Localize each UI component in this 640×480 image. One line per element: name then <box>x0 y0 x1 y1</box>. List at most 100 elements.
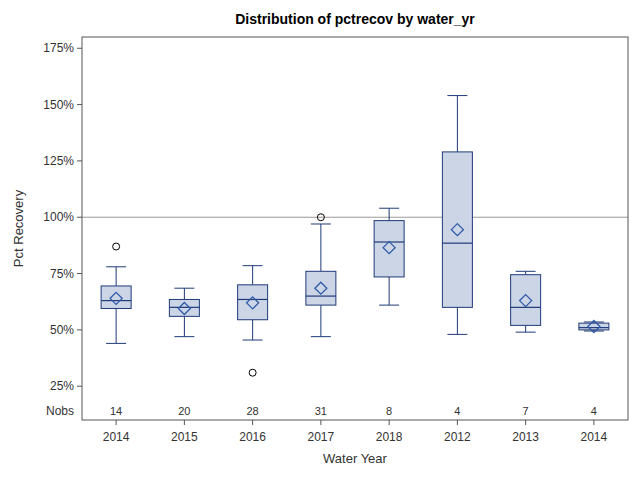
y-tick-label: 125% <box>43 154 74 168</box>
mean <box>178 302 190 314</box>
y-tick-label: 150% <box>43 98 74 112</box>
nobs-value: 4 <box>454 405 460 417</box>
upper-whisker <box>457 96 458 152</box>
title: Distribution of pctrecov by water_yr <box>235 11 475 27</box>
x-tick-label: 2016 <box>239 430 266 444</box>
lower-whisker <box>389 277 390 305</box>
mean <box>110 292 122 304</box>
max-cap <box>174 288 194 289</box>
min-cap <box>516 332 536 333</box>
box-group <box>306 214 336 337</box>
x-tick-label: 2015 <box>171 430 198 444</box>
upper-whisker <box>525 271 526 274</box>
lower-whisker <box>525 325 526 332</box>
mean <box>247 297 259 309</box>
upper-whisker <box>389 208 390 220</box>
x-tick <box>593 420 594 425</box>
nobs-value: 8 <box>386 405 392 417</box>
nobs-value: 28 <box>247 405 259 417</box>
box <box>511 275 541 326</box>
mean <box>520 295 532 307</box>
reference-lines <box>82 217 628 218</box>
min-cap <box>379 305 399 306</box>
x-tick <box>184 420 185 425</box>
y-tick-label: 175% <box>43 41 74 55</box>
y-axis-label: Pct Recovery <box>11 189 26 267</box>
outlier <box>113 243 120 250</box>
box-group <box>442 96 472 335</box>
x-tick-label: 2018 <box>376 430 403 444</box>
min-cap <box>243 340 263 341</box>
median <box>306 295 336 296</box>
x-tick-label: 2014 <box>581 430 608 444</box>
box <box>442 152 472 307</box>
lower-whisker <box>252 320 253 340</box>
y-tick-label: 75% <box>50 267 74 281</box>
lower-whisker <box>184 316 185 336</box>
x-tick-label: 2012 <box>444 430 471 444</box>
outlier <box>317 214 324 221</box>
min-cap <box>447 334 467 335</box>
max-cap <box>379 208 399 209</box>
nobs-label: Nobs <box>46 404 74 418</box>
x-tick <box>525 420 526 425</box>
box-group <box>101 243 131 343</box>
nobs-value: 7 <box>523 405 529 417</box>
upper-whisker <box>252 266 253 285</box>
x-tick-label: 2014 <box>103 430 130 444</box>
box-group <box>238 266 268 377</box>
y-tick <box>77 104 82 105</box>
plot-frame <box>82 37 628 420</box>
x-tick-label: 2017 <box>308 430 335 444</box>
y-tick <box>77 217 82 218</box>
mean <box>383 242 395 254</box>
box <box>374 221 404 277</box>
median <box>169 307 199 308</box>
upper-whisker <box>184 288 185 299</box>
x-tick <box>320 420 321 425</box>
x-tick <box>252 420 253 425</box>
mean <box>315 282 327 294</box>
y-tick-label: 25% <box>50 379 74 393</box>
x-tick <box>116 420 117 425</box>
mean <box>451 224 463 236</box>
mean <box>588 321 600 333</box>
median <box>238 299 268 300</box>
min-cap <box>311 336 331 337</box>
outlier <box>249 369 256 376</box>
x-tick <box>389 420 390 425</box>
nobs-value: 14 <box>110 405 122 417</box>
box-group <box>169 288 199 336</box>
box <box>101 286 131 309</box>
max-cap <box>516 271 536 272</box>
median <box>101 300 131 301</box>
y-tick <box>77 160 82 161</box>
reference-line <box>82 217 628 218</box>
max-cap <box>447 95 467 96</box>
y-tick-label: 50% <box>50 323 74 337</box>
max-cap <box>106 266 126 267</box>
box-group <box>374 208 404 305</box>
nobs-value: 4 <box>591 405 597 417</box>
max-cap <box>311 223 331 224</box>
max-cap <box>584 321 604 322</box>
y-tick-label: 100% <box>43 210 74 224</box>
box <box>238 285 268 320</box>
x-axis-label: Water Year <box>323 451 388 466</box>
box <box>306 271 336 305</box>
y-tick <box>77 273 82 274</box>
x-tick <box>457 420 458 425</box>
y-tick <box>77 48 82 49</box>
min-cap <box>174 336 194 337</box>
box-group <box>511 271 541 332</box>
x-tick-label: 2013 <box>512 430 539 444</box>
box <box>579 323 609 330</box>
nobs-value: 31 <box>315 405 327 417</box>
y-tick <box>77 386 82 387</box>
min-cap <box>584 331 604 332</box>
median <box>579 327 609 328</box>
page: {"chart_data": { "type": "box", "title":… <box>0 0 640 480</box>
chart: Distribution of pctrecov by water_yr 25% 5… <box>0 0 640 480</box>
box-group <box>579 321 609 333</box>
lower-whisker <box>320 305 321 337</box>
